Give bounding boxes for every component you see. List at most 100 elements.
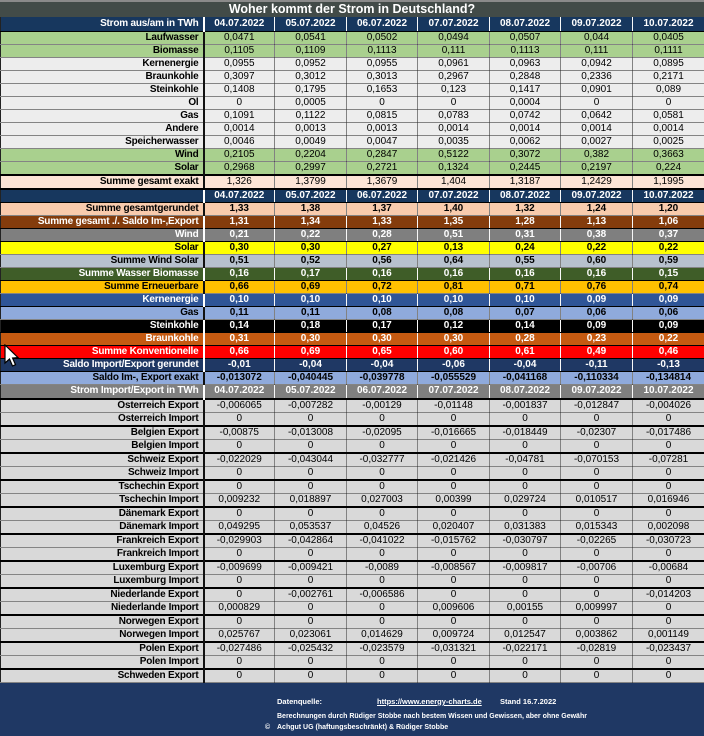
value-cell: 1,24 <box>560 202 633 216</box>
value-cell: 0,009724 <box>417 628 490 642</box>
datasource-link[interactable]: https://www.energy-charts.de <box>377 697 482 706</box>
value-cell: 0,30 <box>274 241 347 255</box>
value-cell: 0,053537 <box>274 520 347 534</box>
date-header-cell: 07.07.2022 <box>417 17 490 32</box>
value-cell: 0 <box>632 439 704 453</box>
row-label: Tschechin Export <box>0 478 205 494</box>
row-label: Saldo Import/Export gerundet <box>0 358 205 372</box>
value-cell: 0,0895 <box>632 57 704 71</box>
value-cell: 0 <box>203 586 275 602</box>
header-label: Strom aus/am in TWh <box>0 17 205 32</box>
row-label: Braunkohle <box>0 332 205 346</box>
dates-header-row: 04.07.2022 05.07.2022 06.07.2022 07.07.2022… <box>0 188 704 203</box>
row-label: Belgien Export <box>0 424 205 440</box>
value-cell: 0,1113 <box>489 44 561 58</box>
value-cell: -0,110334 <box>560 371 633 385</box>
value-cell: 0 <box>632 667 704 683</box>
value-cell: 0,382 <box>560 148 633 162</box>
value-cell: -0,025432 <box>274 640 347 656</box>
value-cell: 0 <box>560 655 633 669</box>
value-cell: 0,0955 <box>203 57 275 71</box>
value-cell: 0,1408 <box>203 83 275 97</box>
value-cell: 0,60 <box>560 254 633 268</box>
row-label: Norwegen Import <box>0 628 205 642</box>
row-label: Solar <box>0 241 205 255</box>
value-cell: 0,66 <box>203 280 275 294</box>
value-cell: 0 <box>346 601 418 615</box>
value-cell: 0 <box>274 601 347 615</box>
value-cell: 0,10 <box>489 293 561 307</box>
row-label: Kernenergie <box>0 57 205 71</box>
value-cell: -0,0089 <box>346 559 418 575</box>
value-cell: 0,012547 <box>489 628 561 642</box>
value-cell: 0,52 <box>274 254 347 268</box>
table-row-öl: Öl 0 0,0005 0 0 0,0004 0 0 <box>0 96 704 110</box>
value-cell: -0,00129 <box>346 397 418 413</box>
value-cell: 0,11 <box>274 306 347 320</box>
table-row-steinkohle: Steinkohle 0,1408 0,1795 0,1653 0,123 0,1417 0… <box>0 83 704 97</box>
table-row-polen-import: Polen Import 0 0 0 0 0 0 0 <box>0 655 704 669</box>
value-cell: 0,49 <box>560 345 633 359</box>
date-header-cell: 10.07.2022 <box>632 188 704 203</box>
value-cell: 0 <box>346 547 418 561</box>
copyright-text: Achgut UG (haftungsbeschränkt) & Rüdiger… <box>277 724 449 731</box>
value-cell: 0 <box>489 655 561 669</box>
value-cell: 0,65 <box>346 345 418 359</box>
row-label: Speicherwasser <box>0 135 205 149</box>
value-cell: -0,014203 <box>632 586 704 602</box>
value-cell: 0,38 <box>560 228 633 242</box>
value-cell: 0,08 <box>417 306 490 320</box>
value-cell: 0 <box>560 505 633 521</box>
value-cell: -0,012847 <box>560 397 633 413</box>
stand-label: Stand 16.7.2022 <box>500 697 557 706</box>
value-cell: -0,013072 <box>203 371 275 385</box>
value-cell: 0,031383 <box>489 520 561 534</box>
value-cell: 0 <box>417 439 490 453</box>
value-cell: 0,089 <box>632 83 704 97</box>
value-cell: 0,1795 <box>274 83 347 97</box>
table-row-gas: Gas 0,1091 0,1122 0,0815 0,0783 0,0742 0,0642 0… <box>0 109 704 123</box>
value-cell: 0,23 <box>560 332 633 346</box>
row-label: Öl <box>0 96 205 110</box>
table-row-andere: Andere 0,0014 0,0013 0,0013 0,0014 0,0014 0,00… <box>0 122 704 136</box>
table-row-saldo-import-export-gerundet: Saldo Import/Export gerundet -0,01 -0,04 -0… <box>0 358 704 372</box>
value-cell: 0 <box>274 439 347 453</box>
table-row-luxemburg-export: Luxemburg Export -0,009699 -0,009421 -0,008… <box>0 559 704 575</box>
value-cell: 0 <box>203 466 275 480</box>
date-header-cell: 08.07.2022 <box>489 17 561 32</box>
value-cell: 0,22 <box>632 332 704 346</box>
value-cell: 0,0014 <box>632 122 704 136</box>
value-cell: 0 <box>632 655 704 669</box>
value-cell: 0,2171 <box>632 70 704 84</box>
value-cell: 0,3072 <box>489 148 561 162</box>
value-cell: 0 <box>346 96 418 110</box>
value-cell: 0 <box>632 478 704 494</box>
row-label: Summe Erneuerbare <box>0 280 205 294</box>
value-cell: -0,009699 <box>203 559 275 575</box>
value-cell: -0,07281 <box>632 451 704 467</box>
value-cell: 0 <box>417 505 490 521</box>
table-row-kernenergie: Kernenergie 0,0955 0,0952 0,0955 0,0961 0,096… <box>0 57 704 71</box>
date-header-cell: 05.07.2022 <box>274 384 347 399</box>
date-header-cell: 09.07.2022 <box>560 17 633 32</box>
value-cell: 0 <box>632 574 704 588</box>
value-cell: 0 <box>632 466 704 480</box>
value-cell: 0 <box>560 547 633 561</box>
value-cell: -0,04 <box>346 358 418 372</box>
value-cell: 0,81 <box>417 280 490 294</box>
value-cell: 0,0005 <box>274 96 347 110</box>
value-cell: 0,00155 <box>489 601 561 615</box>
value-cell: 0,3663 <box>632 148 704 162</box>
value-cell: 0 <box>417 655 490 669</box>
value-cell: 0,14 <box>489 319 561 333</box>
value-cell: 0 <box>203 655 275 669</box>
value-cell: -0,01 <box>203 358 275 372</box>
value-cell: 0,003862 <box>560 628 633 642</box>
row-label: Luxemburg Import <box>0 574 205 588</box>
value-cell: 0,59 <box>632 254 704 268</box>
value-cell: 0,69 <box>274 345 347 359</box>
value-cell: 0 <box>274 505 347 521</box>
row-label: Summe Konventionelle <box>0 345 205 359</box>
value-cell: 0 <box>489 478 561 494</box>
table-row-österreich-import: Österreich Import 0 0 0 0 0 0 0 <box>0 412 704 426</box>
